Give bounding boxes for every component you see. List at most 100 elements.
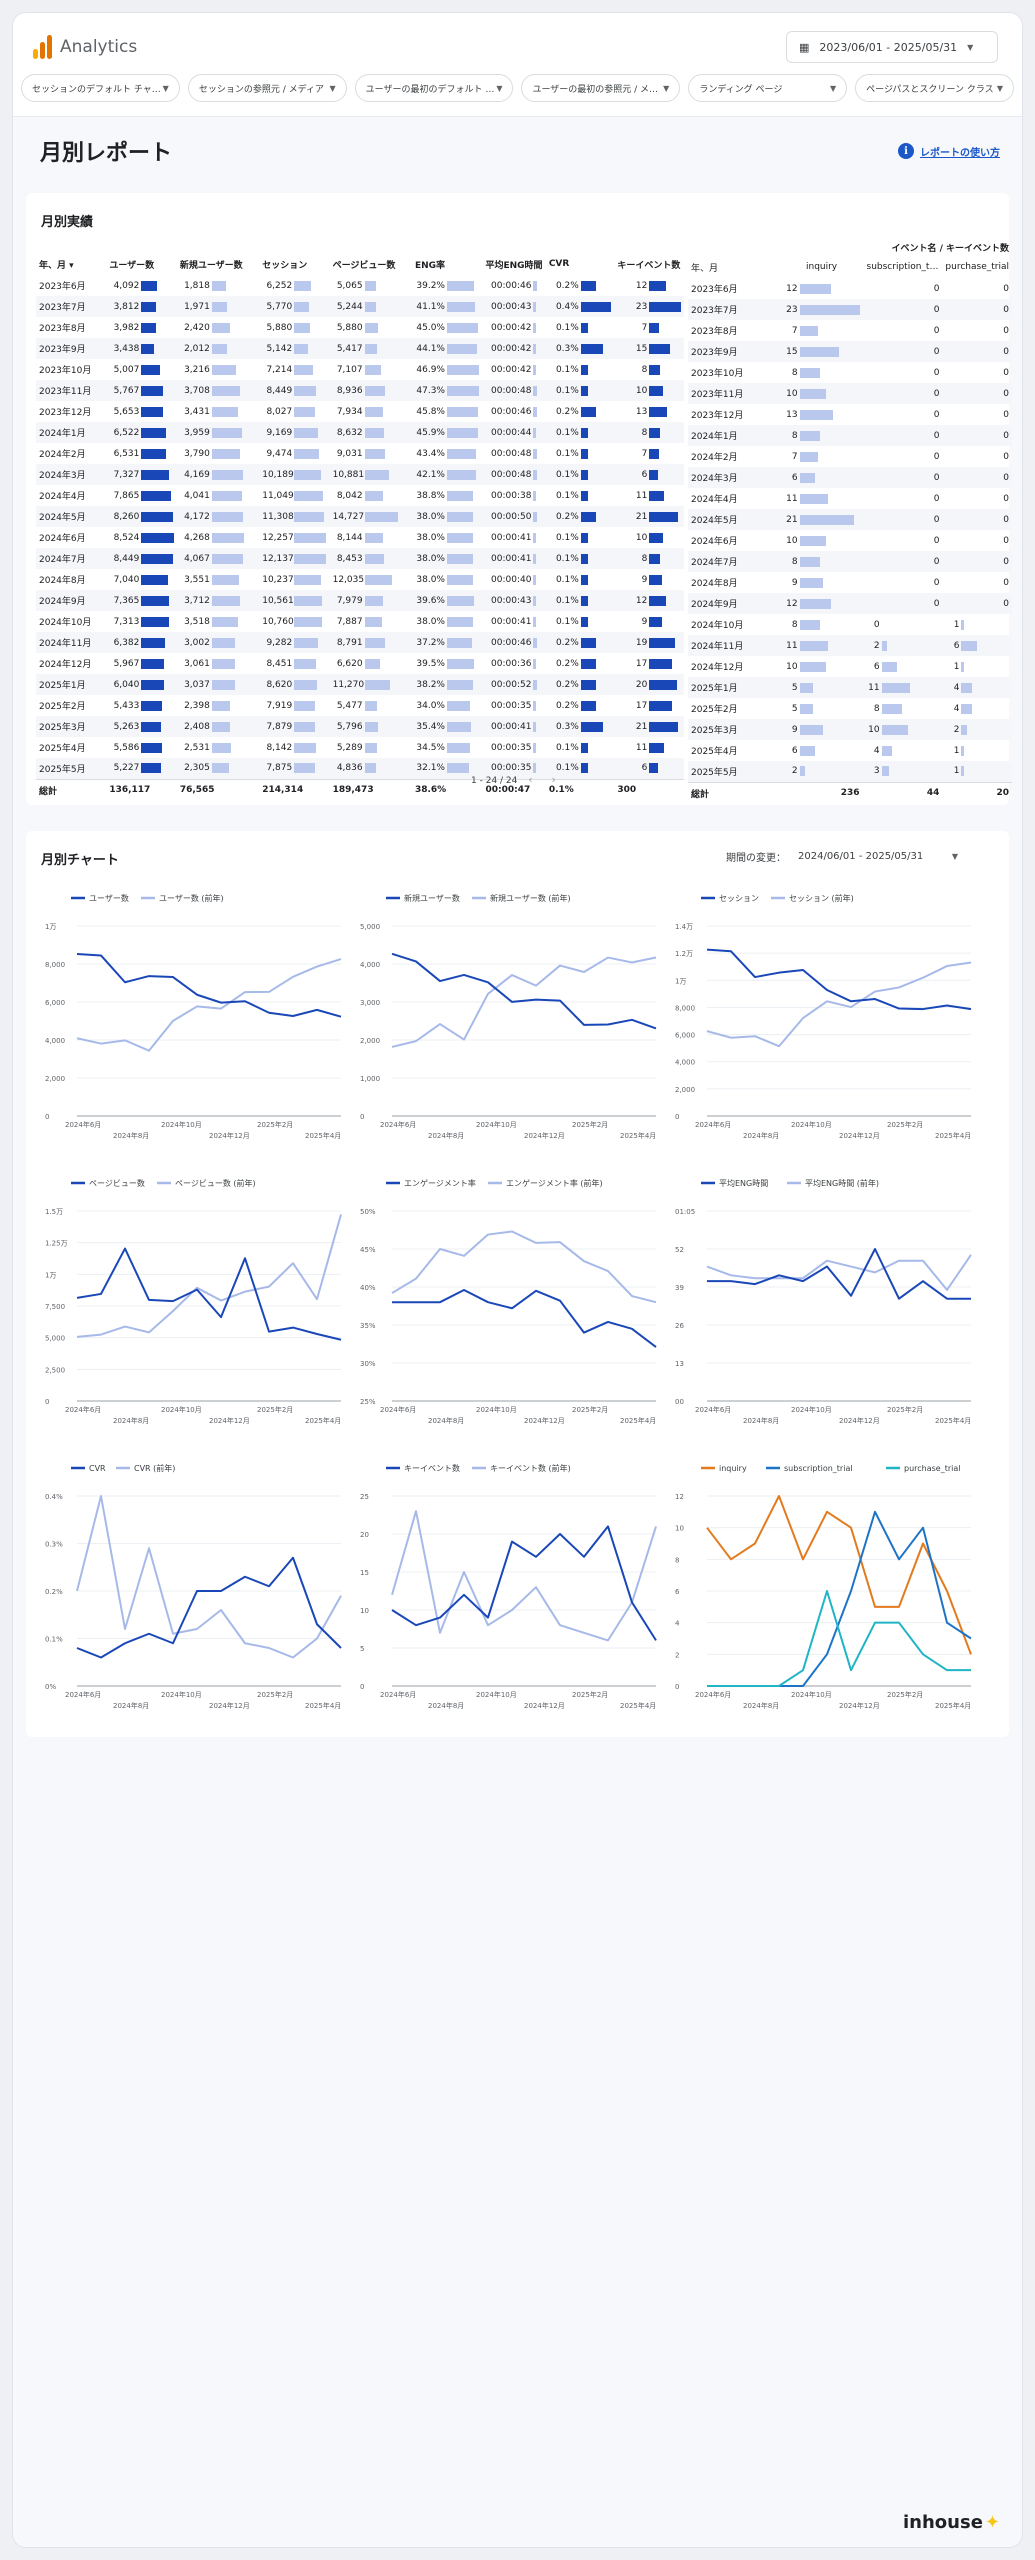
x-tick-label: 2024年12月	[839, 1416, 880, 1425]
value-bar	[961, 661, 965, 672]
cell-value: 5,007	[113, 364, 140, 375]
value-cell: 0	[866, 326, 940, 336]
value-cell: 00:00:35	[485, 763, 542, 774]
filter-first-user-source-medium[interactable]: ユーザーの最初の参照元 / メ… ▼	[521, 74, 681, 102]
table-cell: 12	[781, 593, 863, 614]
page-title: 月別レポート	[40, 141, 173, 166]
table-cell: 0.1%	[546, 485, 615, 506]
column-header[interactable]: キーイベント数	[617, 260, 681, 271]
value-cell: 23	[784, 304, 860, 315]
help-link[interactable]: i レポートの使い方	[898, 143, 1000, 159]
value-cell: 13	[617, 406, 681, 417]
cell-value: 37.2%	[416, 637, 445, 648]
value-cell: 0	[945, 515, 1009, 525]
next-page-icon[interactable]: ›	[551, 773, 556, 786]
prev-page-icon[interactable]: ‹	[528, 773, 533, 786]
value-bar	[799, 766, 805, 777]
table-row: 2024年5月 8,260 4,172 11,308 14,727 38.0% 00:00:…	[36, 506, 684, 527]
table-cell: 2025年3月	[36, 716, 106, 737]
table-cell: 21	[781, 509, 863, 530]
column-header[interactable]: inquiry	[805, 262, 838, 272]
column-header[interactable]: subscription_t…	[866, 262, 939, 272]
cell-value: 00:00:38	[491, 490, 532, 501]
table-row: 2024年4月 7,865 4,041 11,049 8,042 38.8% 00:00:3…	[36, 485, 684, 506]
period-selector[interactable]: 期間の変更： 2024/06/01 - 2025/05/31 ▼	[726, 849, 958, 864]
filter-session-default-channel[interactable]: セッションのデフォルト チャ… ▼	[21, 74, 180, 102]
value-cell: 6	[617, 763, 681, 774]
column-header[interactable]: 年、月	[691, 263, 719, 274]
filter-session-source-medium[interactable]: セッションの参照元 / メディア ▼	[187, 74, 347, 102]
legend-label: ページビュー数 (前年)	[175, 1178, 256, 1188]
y-tick-label: 4,000	[45, 1037, 65, 1045]
legend-label: subscription_trial	[784, 1464, 853, 1473]
series-line	[707, 1590, 971, 1687]
table-row: 2023年12月 5,653 3,431 8,027 7,934 45.8% 00:00:4…	[36, 401, 684, 422]
value-cell: 3	[866, 766, 940, 777]
cell-value: 8	[791, 367, 798, 378]
chart-svg: エンゲージメント率 エンゲージメント率 (前年) 25% 30% 35% 40% 45% 50…	[360, 1178, 657, 1425]
cell-value: 5,880	[266, 322, 293, 333]
column-header[interactable]: purchase_trial	[945, 262, 1009, 272]
value-cell: 23	[617, 301, 681, 312]
x-tick-label: 2024年8月	[743, 1701, 779, 1710]
value-bar	[446, 448, 477, 459]
table-cell: 7	[781, 446, 863, 467]
date-range-picker[interactable]: ▦ 2023/06/01 - 2025/05/31 ▼	[786, 31, 998, 63]
y-tick-label: 0	[675, 1683, 679, 1691]
table-cell: 2,012	[177, 338, 259, 359]
table-cell: 2024年8月	[36, 569, 106, 590]
value-cell: 11	[866, 682, 940, 693]
value-bar	[580, 364, 589, 375]
table-cell: 0.1%	[546, 443, 615, 464]
table-cell: 0.2%	[546, 401, 615, 422]
column-header[interactable]: 年、月 ▾	[39, 260, 74, 271]
column-header[interactable]: 平均ENG時間	[485, 260, 543, 271]
cell-value: 7,875	[266, 763, 293, 774]
table-row: 2024年10月 7,313 3,518 10,760 7,887 38.0% 00:00:…	[36, 611, 684, 632]
filter-first-user-default-channel[interactable]: ユーザーの最初のデフォルト … ▼	[354, 74, 514, 102]
value-bar	[446, 364, 479, 375]
value-bar	[446, 658, 474, 669]
value-bar	[580, 532, 589, 543]
table-cell: 2024年11月	[688, 635, 781, 656]
filter-page-path-screen-class[interactable]: ページパスとスクリーン クラス ▼	[855, 74, 1014, 102]
table-cell: 1	[942, 740, 1012, 761]
table-cell: 8	[781, 425, 863, 446]
value-cell: 1	[945, 766, 1009, 777]
column-header[interactable]: ENG率	[414, 260, 446, 271]
cell-value: 00:00:50	[491, 511, 532, 522]
value-bar	[799, 640, 829, 651]
column-header[interactable]: ユーザー数	[109, 260, 155, 271]
cell-value: 4,041	[184, 490, 210, 501]
value-cell: 0	[866, 410, 940, 420]
value-bar	[294, 574, 321, 585]
y-tick-label: 1.25万	[45, 1240, 68, 1248]
key-events-table: イベント名 / キーイベント数 年、月 inquiry subscription_t…	[688, 238, 1012, 804]
value-bar	[649, 616, 662, 627]
cell-value: 2	[953, 724, 960, 735]
cell-value: 0.3%	[555, 721, 579, 732]
column-header[interactable]: CVR	[548, 259, 570, 269]
table-cell: 00:00:41	[482, 548, 545, 569]
value-bar	[211, 658, 235, 669]
table-cell: 5,477	[330, 695, 412, 716]
filter-landing-page[interactable]: ランディング ページ ▼	[688, 74, 848, 102]
x-tick-label: 2024年10月	[791, 1405, 832, 1414]
x-tick-label: 2024年10月	[791, 1690, 832, 1699]
table-cell: 3,551	[177, 569, 259, 590]
value-cell: 5,967	[109, 658, 174, 669]
value-bar	[211, 490, 243, 501]
value-cell: 00:00:38	[485, 490, 542, 501]
column-header[interactable]: ページビュー数	[332, 260, 396, 271]
table-cell: 12	[614, 275, 684, 296]
value-cell: 8,453	[333, 553, 409, 564]
cell-value: 3,037	[184, 679, 210, 690]
table-cell: 2024年1月	[688, 425, 781, 446]
value-bar	[446, 574, 473, 585]
column-header[interactable]: セッション	[262, 260, 308, 271]
value-cell: 7,887	[333, 616, 409, 627]
cell-value: 10,237	[262, 574, 294, 585]
cell-value: 0	[933, 472, 940, 483]
table-cell: 8	[781, 362, 863, 383]
column-header[interactable]: 新規ユーザー数	[179, 260, 243, 271]
